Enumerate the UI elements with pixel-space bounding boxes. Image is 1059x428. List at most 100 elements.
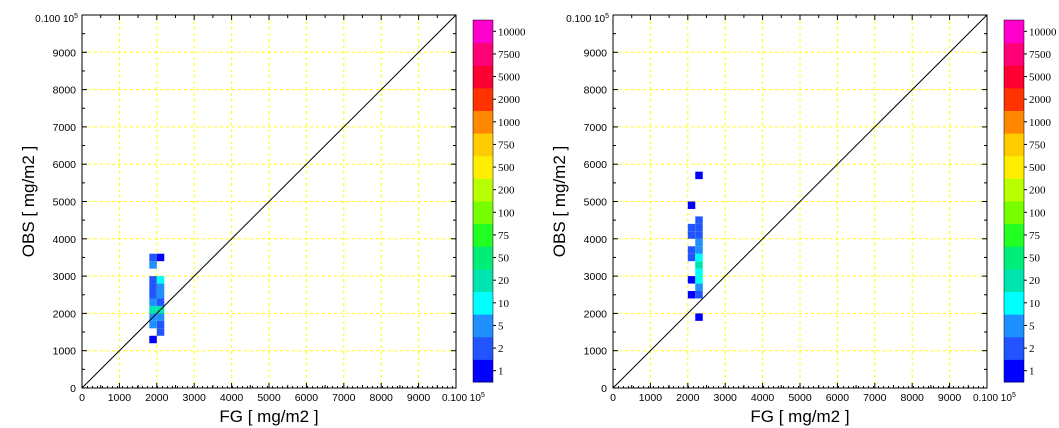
y-tick-label: 0 [601, 383, 607, 395]
colorbar-label: 20 [498, 275, 510, 287]
heatmap-cell [695, 261, 703, 269]
heatmap-cell [149, 261, 157, 269]
colorbar-swatch [1004, 246, 1024, 270]
x-axis-end-label: 0.100 105 [442, 392, 485, 404]
heatmap-cell [695, 246, 703, 254]
heatmap-cell [687, 253, 696, 262]
y-axis-label: OBS [ mg/m2 ] [19, 146, 38, 257]
colorbar-label: 1 [1029, 366, 1035, 378]
x-tick-label: 5000 [257, 392, 281, 404]
colorbar-swatch [473, 291, 493, 315]
colorbar-swatch [1004, 133, 1024, 157]
y-tick-label: 1000 [53, 346, 77, 358]
heatmap-cell [149, 335, 157, 344]
heatmap-cell [149, 305, 157, 314]
x-tick-label: 2000 [676, 392, 700, 404]
x-axis-end-exponent: 5 [1012, 392, 1016, 399]
y-tick-label: 4000 [53, 234, 77, 246]
x-tick-label: 2000 [145, 392, 169, 404]
heatmap-cell [695, 283, 703, 292]
x-tick-label: 4000 [751, 392, 775, 404]
x-axis-label: FG [ mg/m2 ] [219, 407, 318, 426]
heatmap-cell [156, 298, 165, 306]
colorbar-swatch [473, 133, 493, 157]
colorbar-label: 500 [1029, 162, 1046, 174]
heatmap-cell [156, 253, 165, 262]
heatmap-cell [695, 268, 703, 277]
y-tick-label: 8000 [584, 85, 608, 97]
colorbar-label: 7500 [498, 49, 521, 61]
x-tick-label: 0 [610, 392, 616, 404]
colorbar-label: 50 [1029, 253, 1041, 265]
colorbar-label: 200 [1029, 185, 1046, 197]
colorbar-swatch [473, 246, 493, 270]
colorbar-label: 1 [498, 366, 504, 378]
colorbar-swatch [473, 359, 493, 383]
x-tick-label: 6000 [295, 392, 319, 404]
y-tick-label: 6000 [584, 159, 608, 171]
colorbar-label: 10 [1029, 298, 1041, 310]
y-tick-label: 6000 [53, 159, 77, 171]
colorbar-swatch [473, 201, 493, 225]
colorbar-swatch [1004, 268, 1024, 292]
x-axis-label: FG [ mg/m2 ] [750, 407, 849, 426]
colorbar-swatch [473, 65, 493, 89]
colorbar-label: 5000 [1029, 72, 1052, 84]
colorbar-swatch [1004, 223, 1024, 247]
heatmap-cell [156, 276, 165, 284]
heatmap-cell [156, 328, 165, 336]
colorbar-frame [472, 19, 494, 383]
colorbar-swatch [473, 178, 493, 202]
heatmap-cell [149, 283, 157, 292]
colorbar-label: 100 [498, 207, 515, 219]
colorbar-label: 10 [498, 298, 510, 310]
heatmap-cell [687, 246, 696, 254]
x-tick-label: 3000 [714, 392, 738, 404]
colorbar-swatch [473, 42, 493, 66]
y-axis-label: OBS [ mg/m2 ] [550, 146, 569, 257]
y-tick-label: 1000 [584, 346, 608, 358]
colorbar-swatch [1004, 155, 1024, 179]
x-tick-label: 8000 [370, 392, 394, 404]
colorbar-swatch [473, 110, 493, 134]
y-tick-label: 7000 [584, 122, 608, 134]
y-axis-end-exponent: 5 [74, 13, 78, 20]
colorbar-swatch [1004, 20, 1024, 44]
x-tick-label: 1000 [108, 392, 132, 404]
heatmap-cell [687, 276, 696, 284]
y-tick-label: 7000 [53, 122, 77, 134]
x-tick-label: 9000 [938, 392, 962, 404]
colorbar-label: 10000 [498, 26, 526, 38]
x-axis-end-exponent: 5 [481, 392, 485, 399]
colorbar-label: 1000 [1029, 117, 1052, 129]
colorbar-swatch [473, 336, 493, 360]
colorbar-swatch [1004, 87, 1024, 111]
y-axis-end-label: 0.100 105 [566, 13, 609, 25]
colorbar-label: 75 [498, 230, 510, 242]
colorbar-label: 100 [1029, 207, 1046, 219]
heatmap-cell [695, 253, 703, 262]
x-tick-label: 1000 [639, 392, 663, 404]
x-tick-label: 9000 [407, 392, 431, 404]
y-tick-label: 8000 [53, 85, 77, 97]
heatmap-cell [695, 223, 703, 232]
colorbar-swatch [1004, 201, 1024, 225]
diagonal-line [81, 14, 457, 389]
heatmap-cell [149, 298, 157, 306]
heatmap-cell [687, 231, 696, 239]
colorbar-swatch [473, 87, 493, 111]
heatmap-cell [149, 320, 157, 329]
colorbar-label: 2000 [498, 94, 521, 106]
x-tick-label: 0 [79, 392, 85, 404]
heatmap-cell [695, 238, 703, 247]
x-tick-label: 7000 [863, 392, 887, 404]
colorbar-label: 10000 [1029, 26, 1057, 38]
y-tick-label: 2000 [53, 308, 77, 320]
x-axis-end-label: 0.100 105 [973, 392, 1016, 404]
colorbar-label: 7500 [1029, 49, 1052, 61]
heatmap-cell [695, 171, 703, 180]
heatmap-cell [156, 283, 165, 292]
chart-panel-2: 0 1000 2000 3000 4000 5000 6000 7000 8000 9000010… [550, 13, 1057, 426]
colorbar-label: 750 [498, 139, 515, 151]
